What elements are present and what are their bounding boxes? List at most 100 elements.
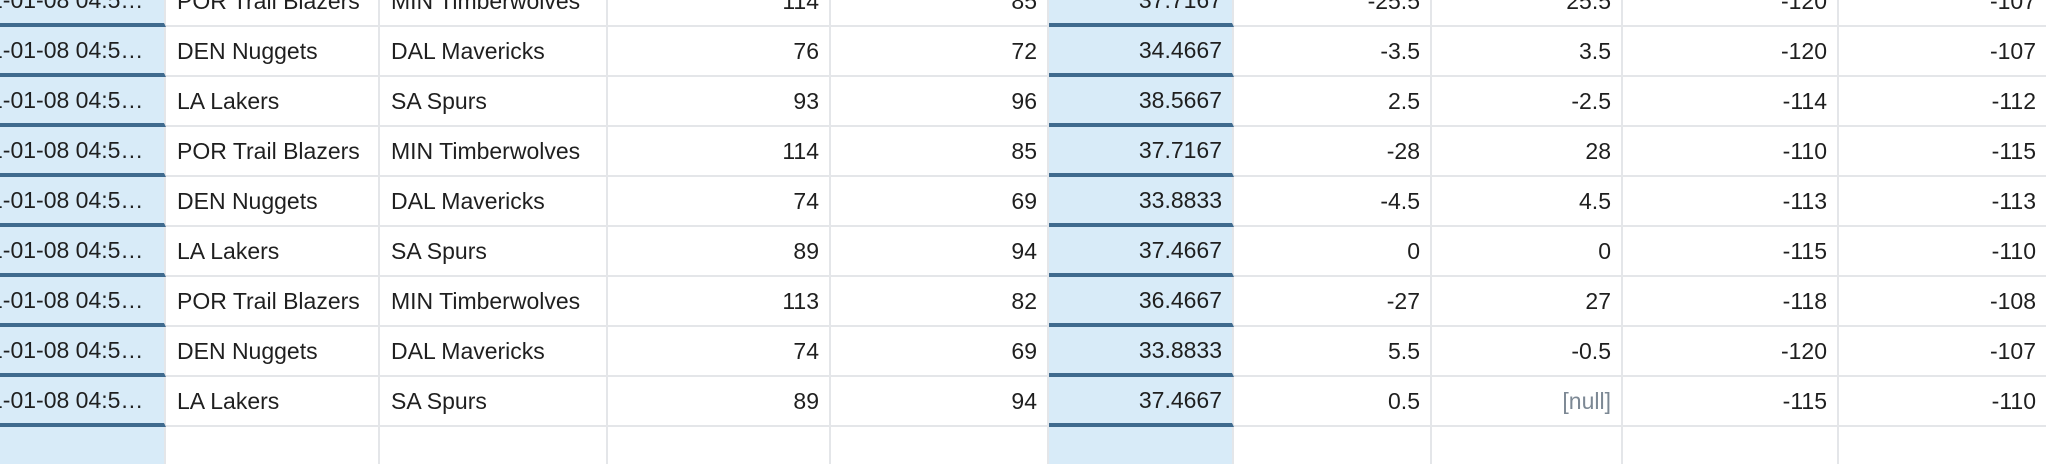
table-row[interactable]: 1-01-08 04:5… DEN Nuggets DAL Mavericks … (0, 327, 2046, 377)
cell-value-2[interactable]: 96 (831, 77, 1049, 127)
table-row[interactable]: 1-01-08 04:5… POR Trail Blazers MIN Timb… (0, 277, 2046, 327)
cell-value-4[interactable]: -3.5 (1234, 27, 1432, 77)
cell-value-6[interactable]: -120 (1623, 0, 1839, 27)
cell-value-1[interactable] (608, 427, 831, 464)
cell-value-3[interactable]: 33.8833 (1049, 177, 1234, 227)
cell-team[interactable]: POR Trail Blazers (166, 0, 380, 27)
cell-value-2[interactable]: 69 (831, 177, 1049, 227)
cell-opponent[interactable]: SA Spurs (380, 77, 608, 127)
table-row[interactable]: 1-01-08 04:5… LA Lakers SA Spurs 89 94 3… (0, 227, 2046, 277)
cell-opponent[interactable]: MIN Timberwolves (380, 0, 608, 27)
cell-datetime[interactable]: 1-01-08 04:5… (0, 27, 166, 77)
cell-value-4[interactable]: 0 (1234, 227, 1432, 277)
cell-team[interactable]: DEN Nuggets (166, 177, 380, 227)
cell-value-6[interactable]: -114 (1623, 77, 1839, 127)
cell-team[interactable]: DEN Nuggets (166, 27, 380, 77)
cell-value-6[interactable]: -120 (1623, 27, 1839, 77)
cell-value-5[interactable]: -0.5 (1432, 327, 1623, 377)
table-row[interactable] (0, 427, 2046, 464)
cell-team[interactable]: LA Lakers (166, 377, 380, 427)
cell-value-7[interactable]: -108 (1839, 277, 2046, 327)
cell-value-1[interactable]: 113 (608, 277, 831, 327)
cell-value-7[interactable]: -113 (1839, 177, 2046, 227)
cell-team[interactable]: POR Trail Blazers (166, 127, 380, 177)
cell-datetime[interactable]: 1-01-08 04:5… (0, 327, 166, 377)
cell-value-3[interactable]: 36.4667 (1049, 277, 1234, 327)
cell-value-4[interactable]: -27 (1234, 277, 1432, 327)
cell-datetime[interactable]: 1-01-08 04:5… (0, 277, 166, 327)
cell-value-7[interactable]: -107 (1839, 27, 2046, 77)
cell-value-1[interactable]: 114 (608, 0, 831, 27)
cell-value-5[interactable] (1432, 427, 1623, 464)
table-row[interactable]: 1-01-08 04:5… POR Trail Blazers MIN Timb… (0, 127, 2046, 177)
cell-value-2[interactable]: 94 (831, 377, 1049, 427)
cell-value-5[interactable]: 3.5 (1432, 27, 1623, 77)
cell-value-7[interactable]: -112 (1839, 77, 2046, 127)
cell-value-7[interactable]: -115 (1839, 127, 2046, 177)
cell-team[interactable]: POR Trail Blazers (166, 277, 380, 327)
cell-value-3[interactable]: 34.4667 (1049, 27, 1234, 77)
cell-value-4[interactable]: 5.5 (1234, 327, 1432, 377)
cell-datetime[interactable]: 1-01-08 04:5… (0, 227, 166, 277)
cell-value-7[interactable]: -110 (1839, 227, 2046, 277)
cell-team[interactable]: DEN Nuggets (166, 327, 380, 377)
cell-opponent[interactable]: MIN Timberwolves (380, 277, 608, 327)
cell-value-2[interactable]: 94 (831, 227, 1049, 277)
cell-value-5[interactable]: 27 (1432, 277, 1623, 327)
cell-value-1[interactable]: 89 (608, 377, 831, 427)
cell-opponent[interactable]: DAL Mavericks (380, 27, 608, 77)
cell-value-2[interactable] (831, 427, 1049, 464)
cell-value-6[interactable]: -115 (1623, 227, 1839, 277)
cell-value-5[interactable]: 25.5 (1432, 0, 1623, 27)
cell-value-4[interactable]: 0.5 (1234, 377, 1432, 427)
cell-team[interactable]: LA Lakers (166, 77, 380, 127)
cell-value-3[interactable]: 37.7167 (1049, 127, 1234, 177)
cell-datetime[interactable] (0, 427, 166, 464)
cell-value-6[interactable]: -115 (1623, 377, 1839, 427)
cell-value-7[interactable]: -110 (1839, 377, 2046, 427)
cell-value-1[interactable]: 114 (608, 127, 831, 177)
cell-value-6[interactable]: -118 (1623, 277, 1839, 327)
cell-value-4[interactable]: -4.5 (1234, 177, 1432, 227)
cell-value-7[interactable] (1839, 427, 2046, 464)
table-row[interactable]: 1-01-08 04:5… LA Lakers SA Spurs 93 96 3… (0, 77, 2046, 127)
cell-value-4[interactable]: -28 (1234, 127, 1432, 177)
cell-value-4[interactable] (1234, 427, 1432, 464)
cell-value-4[interactable]: -25.5 (1234, 0, 1432, 27)
cell-value-5[interactable]: 4.5 (1432, 177, 1623, 227)
cell-value-3[interactable]: 37.7167 (1049, 0, 1234, 27)
cell-value-6[interactable] (1623, 427, 1839, 464)
cell-opponent[interactable] (380, 427, 608, 464)
cell-value-3[interactable]: 33.8833 (1049, 327, 1234, 377)
cell-opponent[interactable]: DAL Mavericks (380, 327, 608, 377)
cell-value-1[interactable]: 74 (608, 327, 831, 377)
cell-value-5[interactable]: -2.5 (1432, 77, 1623, 127)
cell-value-2[interactable]: 85 (831, 127, 1049, 177)
cell-value-6[interactable]: -120 (1623, 327, 1839, 377)
cell-value-5-null[interactable]: [null] (1432, 377, 1623, 427)
table-row[interactable]: 1-01-08 04:5… DEN Nuggets DAL Mavericks … (0, 177, 2046, 227)
cell-value-2[interactable]: 82 (831, 277, 1049, 327)
cell-datetime[interactable]: 1-01-08 04:5… (0, 77, 166, 127)
cell-value-1[interactable]: 93 (608, 77, 831, 127)
cell-value-5[interactable]: 28 (1432, 127, 1623, 177)
cell-value-1[interactable]: 74 (608, 177, 831, 227)
table-row[interactable]: 1-01-08 04:5… DEN Nuggets DAL Mavericks … (0, 27, 2046, 77)
cell-value-7[interactable]: -107 (1839, 0, 2046, 27)
cell-value-7[interactable]: -107 (1839, 327, 2046, 377)
cell-value-3[interactable] (1049, 427, 1234, 464)
cell-value-6[interactable]: -110 (1623, 127, 1839, 177)
cell-value-2[interactable]: 69 (831, 327, 1049, 377)
cell-value-3[interactable]: 37.4667 (1049, 377, 1234, 427)
cell-opponent[interactable]: SA Spurs (380, 377, 608, 427)
cell-datetime[interactable]: 1-01-08 04:5… (0, 127, 166, 177)
cell-team[interactable]: LA Lakers (166, 227, 380, 277)
cell-datetime[interactable]: 1-01-08 04:5… (0, 0, 166, 27)
cell-value-6[interactable]: -113 (1623, 177, 1839, 227)
cell-value-3[interactable]: 38.5667 (1049, 77, 1234, 127)
cell-value-3[interactable]: 37.4667 (1049, 227, 1234, 277)
cell-value-4[interactable]: 2.5 (1234, 77, 1432, 127)
cell-value-1[interactable]: 76 (608, 27, 831, 77)
cell-opponent[interactable]: SA Spurs (380, 227, 608, 277)
